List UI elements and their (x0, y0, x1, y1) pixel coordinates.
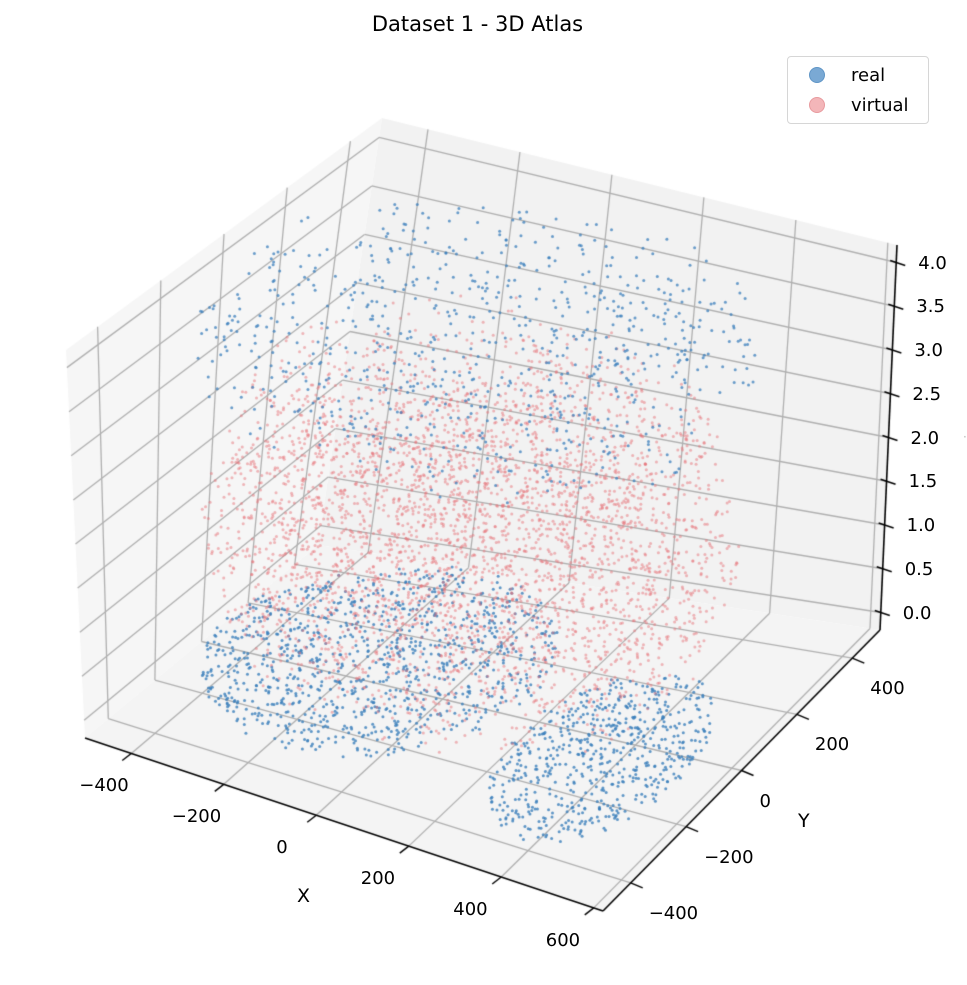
z-tick-label: 4.0 (918, 252, 947, 274)
y-tick-label: 0 (759, 790, 771, 812)
y-tick-label: 200 (814, 734, 850, 756)
x-tick-label: 400 (453, 899, 488, 921)
legend-marker-virtual-icon (809, 97, 825, 113)
y-tick-label: −400 (648, 902, 699, 924)
x-tick-label: 0 (276, 837, 288, 859)
z-tick-label: 3.5 (916, 296, 945, 318)
legend: real virtual (787, 56, 929, 124)
x-tick-label: 200 (360, 868, 396, 890)
y-tick-label: −200 (704, 846, 754, 868)
x-tick-label: −400 (79, 775, 129, 797)
y-axis-label: Y (798, 810, 810, 832)
z-axis-label-clipped: · (963, 430, 967, 438)
z-tick-label: 2.5 (912, 383, 942, 405)
z-tick-label: 3.0 (914, 340, 943, 361)
y-tick-label: 400 (870, 678, 905, 700)
z-tick-label: 1.5 (908, 471, 938, 493)
legend-label-real: real (851, 64, 886, 86)
z-tick-label: 0.0 (902, 602, 932, 624)
x-axis-label: X (297, 885, 311, 907)
x-tick-label: −200 (171, 806, 222, 828)
z-tick-label: 1.0 (906, 515, 936, 536)
legend-label-virtual: virtual (851, 94, 909, 116)
legend-item-virtual[interactable]: virtual (788, 94, 909, 116)
z-tick-label: 0.5 (904, 558, 934, 580)
x-tick-label: 600 (545, 929, 581, 951)
legend-marker-real-icon (809, 67, 825, 83)
legend-item-real[interactable]: real (788, 64, 885, 86)
z-tick-label: 2.0 (910, 427, 940, 449)
